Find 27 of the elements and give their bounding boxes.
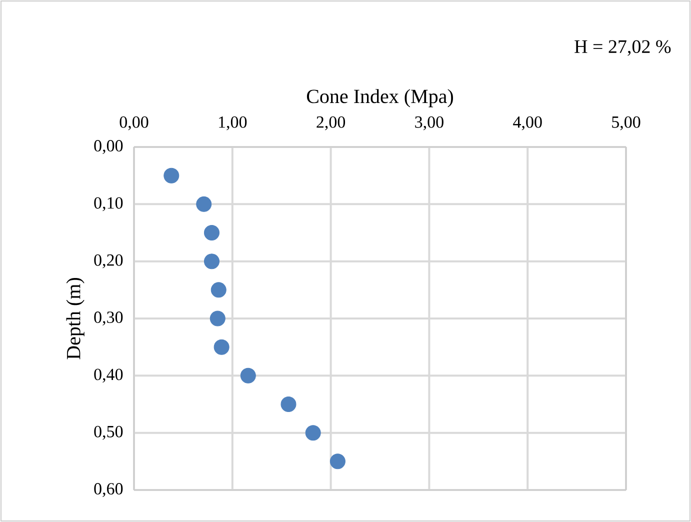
point — [210, 310, 226, 326]
y-tick-label: 0,60 — [94, 483, 123, 497]
y-tick-label: 0,50 — [94, 426, 123, 440]
x-tick-label: 1,00 — [219, 116, 247, 130]
point — [305, 425, 321, 441]
x-tick-label: 3,00 — [415, 116, 444, 130]
y-tick-label: 0,00 — [94, 140, 123, 154]
y-tick-label: 0,30 — [94, 312, 123, 326]
point — [164, 168, 180, 184]
y-axis-title: Depth (m) — [66, 278, 84, 360]
y-tick-label: 0,10 — [94, 197, 123, 212]
x-tick-label: 2,00 — [316, 116, 346, 130]
point — [330, 454, 346, 470]
point — [210, 282, 226, 298]
point — [204, 224, 220, 241]
text: H = 27,02 % — [574, 40, 671, 56]
x-axis-title: Cone Index (Mpa) — [306, 89, 453, 108]
point — [280, 396, 296, 412]
y-tick-label: 0,40 — [94, 368, 123, 383]
point — [240, 368, 256, 384]
x-tick-label: 4,00 — [513, 116, 542, 130]
point — [214, 339, 230, 355]
y-tick-label: 0,20 — [94, 254, 123, 268]
point — [204, 254, 220, 270]
point — [196, 196, 212, 212]
x-tick-label: 0,00 — [120, 116, 148, 130]
x-tick-label: 5,00 — [612, 116, 640, 130]
